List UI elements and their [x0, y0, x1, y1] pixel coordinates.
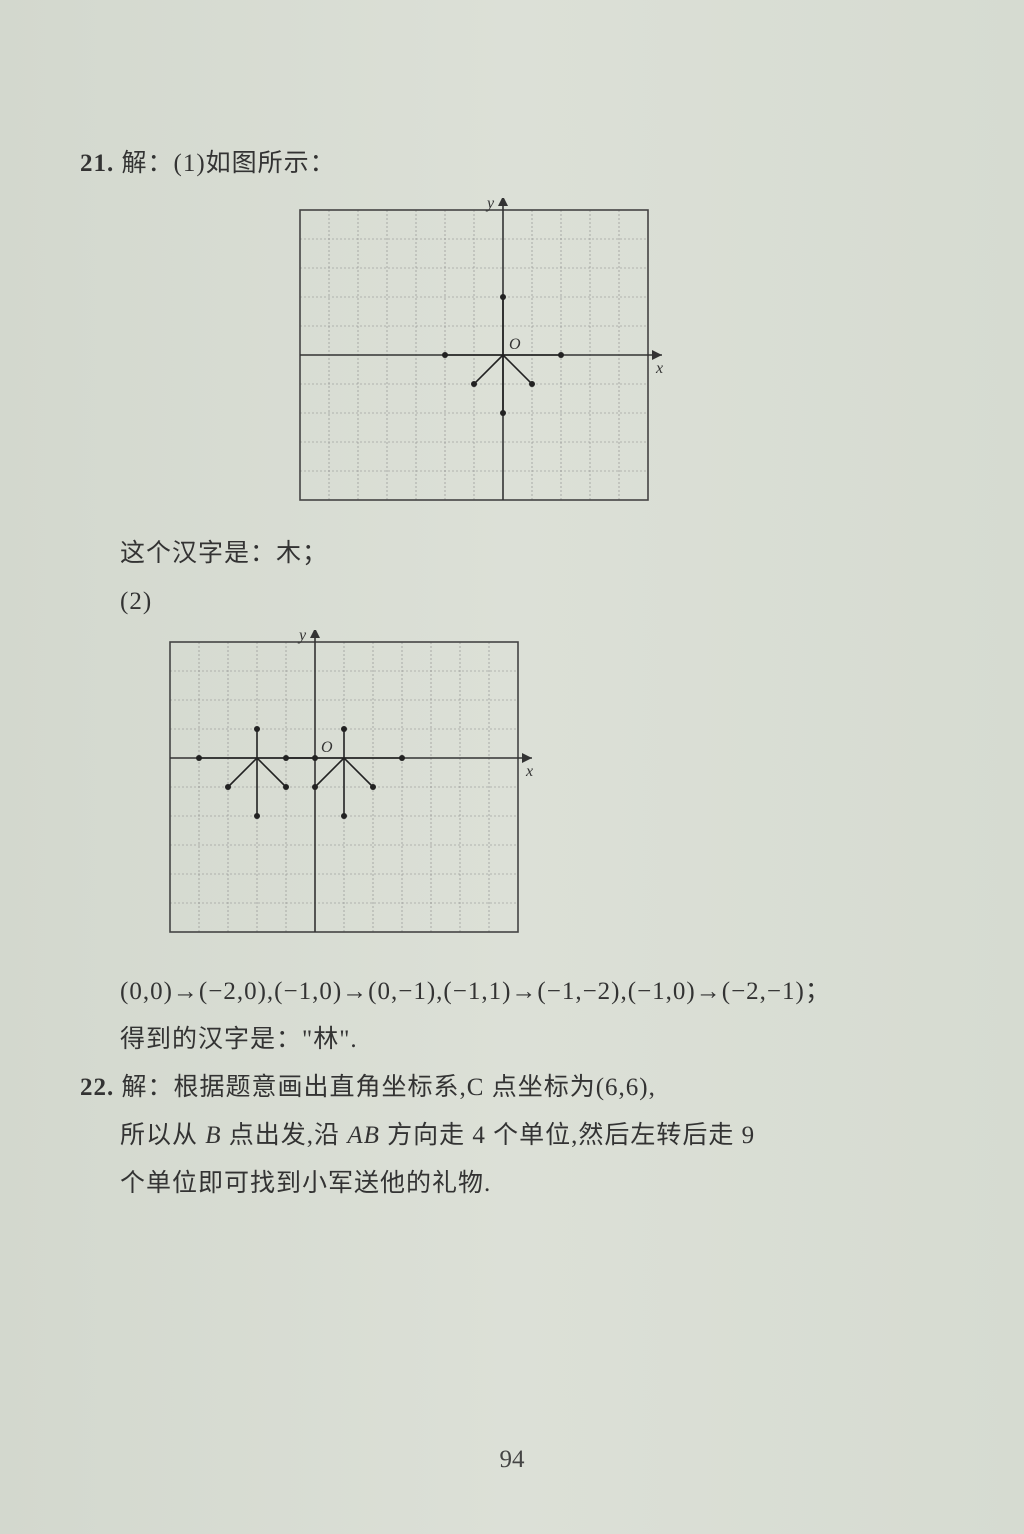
page: 21. 解：(1)如图所示： Oxy 这个汉字是：木； (2) Oxy (0,0… [0, 0, 1024, 1534]
part1-text: 如图所示： [206, 150, 336, 177]
p22-l2b: 点出发,沿 [222, 1122, 348, 1149]
problem-number-21: 21. [80, 150, 114, 177]
svg-text:O: O [509, 336, 521, 353]
p22-l2c: 方向走 4 个单位,然后左转后走 9 [380, 1122, 755, 1149]
p22-line2: 所以从 B 点出发,沿 AB 方向走 4 个单位,然后左转后走 9 [120, 1112, 944, 1160]
svg-text:y: y [485, 198, 495, 212]
transform-text: (0,0)→(−2,0),(−1,0)→(0,−1),(−1,1)→(−1,−2… [120, 968, 944, 1016]
figure-1: Ox y [280, 198, 944, 518]
page-number: 94 [0, 1446, 1024, 1474]
solve-prefix-22: 解： [122, 1074, 174, 1101]
part1-label: (1) [174, 150, 206, 177]
svg-text:y: y [297, 630, 307, 644]
coordinate-grid-2: Ox y [150, 630, 570, 950]
problem-number-22: 22. [80, 1074, 114, 1101]
svg-text:x: x [655, 360, 663, 377]
var-B: B [205, 1122, 221, 1149]
p22-line1: 根据题意画出直角坐标系,C 点坐标为(6,6), [174, 1074, 656, 1101]
svg-text:O: O [321, 739, 333, 756]
problem-21-header: 21. 解：(1)如图所示： [80, 140, 944, 188]
var-AB: AB [347, 1122, 380, 1149]
figure-2: Ox y [150, 630, 944, 950]
svg-text:x: x [525, 763, 533, 780]
problem-22: 22. 解：根据题意画出直角坐标系,C 点坐标为(6,6), [80, 1064, 944, 1112]
caption-1: 这个汉字是：木； [120, 530, 944, 578]
solve-prefix: 解： [122, 150, 174, 177]
p22-l2a: 所以从 [120, 1122, 205, 1149]
p22-line3: 个单位即可找到小军送他的礼物. [120, 1160, 944, 1208]
coordinate-grid-1: Ox y [280, 198, 680, 518]
caption-2: 得到的汉字是："林". [120, 1016, 944, 1064]
part2-label: (2) [120, 578, 944, 626]
